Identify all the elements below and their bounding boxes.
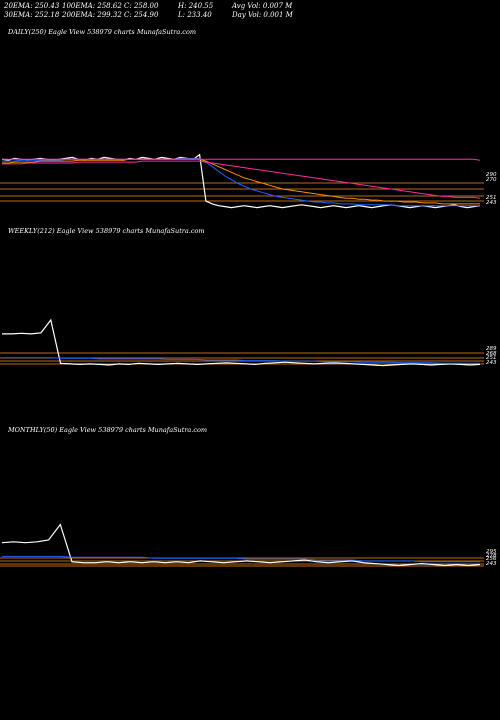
ema100-readout: 100EMA: 258.62 [62, 2, 122, 10]
right-axis-label: 289 [486, 346, 497, 352]
right-axis-label: 243 [486, 200, 497, 206]
series-line [2, 158, 480, 205]
series-line [2, 160, 481, 199]
right-axis-label: 243 [486, 561, 497, 567]
right-axis-label: 251 [486, 355, 497, 361]
right-axis-label: 268 [486, 351, 497, 357]
weekly-panel-label: WEEKLY(212) Eagle View 538979 charts Mun… [8, 227, 205, 235]
series-line [2, 318, 481, 367]
low-readout: L: 233.40 [178, 11, 212, 19]
right-axis-label: 290 [486, 172, 497, 178]
series-line [2, 357, 480, 364]
right-axis-label: 251 [486, 195, 497, 201]
series-line [2, 555, 480, 563]
ema20-readout: 20EMA: 250.43 [4, 2, 60, 10]
open-readout: C: 258.00 [124, 2, 159, 10]
series-line [2, 157, 480, 207]
header-row-2: 30EMA: 252.18 200EMA: 299.32 C: 254.90 L: 2… [4, 11, 302, 20]
avg-vol-readout: Avg Vol: 0.007 M [232, 2, 293, 10]
right-axis-label: 270 [486, 177, 497, 183]
daily-panel-label: DAILY(250) Eagle View 538979 charts Muna… [8, 28, 197, 36]
right-axis-label: 256 [486, 556, 497, 562]
right-axis-label: 295 [486, 549, 497, 555]
close-readout: C: 254.90 [124, 11, 159, 19]
series-line [2, 158, 481, 161]
high-readout: H: 240.55 [178, 2, 214, 10]
right-axis-label: 278 [486, 553, 497, 559]
series-line [1, 523, 481, 567]
monthly-panel-label: MONTHLY(50) Eagle View 538979 charts Mun… [8, 426, 208, 434]
header-row-1: 20EMA: 250.43 100EMA: 258.62 C: 258.00 H: 2… [4, 2, 302, 11]
ema200-readout: 200EMA: 299.32 [62, 11, 122, 19]
ema30-readout: 30EMA: 252.18 [4, 11, 60, 19]
right-axis-label: 243 [486, 360, 497, 366]
day-vol-readout: Day Vol: 0.001 M [232, 11, 293, 19]
